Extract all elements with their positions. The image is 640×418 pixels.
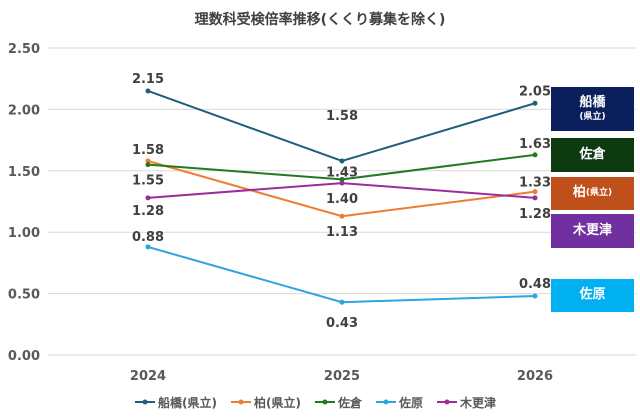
legend-label: 佐原 — [398, 395, 423, 410]
data-label: 1.43 — [326, 165, 358, 180]
data-point — [145, 88, 151, 94]
end-label-box: 佐原 — [551, 279, 634, 312]
data-label: 1.58 — [326, 109, 358, 124]
y-tick-label: 1.50 — [8, 165, 40, 180]
data-point — [145, 195, 151, 201]
legend-label: 船橋(県立) — [158, 395, 217, 410]
chart-title: 理数科受検倍率推移(くくり募集を除く) — [195, 11, 446, 28]
data-point — [532, 189, 538, 195]
data-point — [532, 293, 538, 299]
data-label: 1.58 — [132, 143, 164, 158]
data-point — [145, 244, 151, 250]
data-label: 2.05 — [519, 84, 551, 99]
legend-marker — [142, 399, 148, 405]
end-label-sub: (県立) — [585, 187, 613, 198]
data-label: 1.33 — [519, 176, 551, 191]
data-point — [145, 158, 151, 164]
data-label: 1.63 — [519, 137, 551, 152]
end-label-main: 柏 — [572, 185, 586, 201]
data-label: 0.88 — [132, 230, 164, 245]
data-label: 0.43 — [326, 316, 358, 331]
end-label-main: 佐原 — [579, 287, 606, 303]
end-label-main: 船橋 — [579, 94, 606, 110]
legend-label: 柏(県立) — [254, 395, 301, 410]
series-line — [147, 90, 536, 163]
data-label: 1.28 — [519, 207, 551, 222]
data-point — [532, 195, 538, 201]
x-tick-label: 2026 — [517, 369, 553, 384]
data-point — [339, 176, 345, 182]
end-label-main: 佐倉 — [579, 146, 606, 162]
data-label: 1.13 — [326, 225, 358, 240]
data-label: 0.48 — [519, 277, 551, 292]
end-label-box: 佐倉 — [551, 138, 634, 172]
y-tick-label: 0.50 — [8, 288, 40, 303]
x-tick-label: 2025 — [324, 369, 360, 384]
end-label-sub: (県立) — [579, 111, 606, 122]
end-label-main: 木更津 — [572, 222, 612, 238]
legend-label: 佐倉 — [337, 395, 363, 410]
x-tick-label: 2024 — [130, 369, 166, 384]
data-label: 2.15 — [132, 72, 164, 87]
end-label-box: 船橋 (県立) — [551, 87, 634, 131]
legend-marker — [383, 399, 389, 405]
legend-label: 木更津 — [459, 395, 496, 410]
y-tick-label: 2.00 — [8, 103, 40, 118]
data-point — [532, 152, 538, 158]
data-point — [339, 158, 345, 164]
data-label: 1.28 — [132, 204, 164, 219]
legend-marker — [444, 399, 450, 405]
data-point — [339, 180, 345, 186]
data-point — [339, 299, 345, 305]
y-tick-label: 2.50 — [8, 42, 40, 57]
end-label-box: 木更津 — [551, 214, 634, 248]
end-label-box: 柏 (県立) — [551, 177, 634, 210]
data-label: 1.55 — [132, 174, 164, 189]
y-tick-label: 1.00 — [8, 226, 40, 241]
data-point — [145, 162, 151, 168]
data-label: 1.40 — [326, 192, 358, 207]
y-tick-label: 0.00 — [8, 349, 40, 364]
data-point — [532, 100, 538, 106]
legend-marker — [238, 399, 244, 405]
data-point — [339, 213, 345, 219]
legend-marker — [322, 399, 328, 405]
